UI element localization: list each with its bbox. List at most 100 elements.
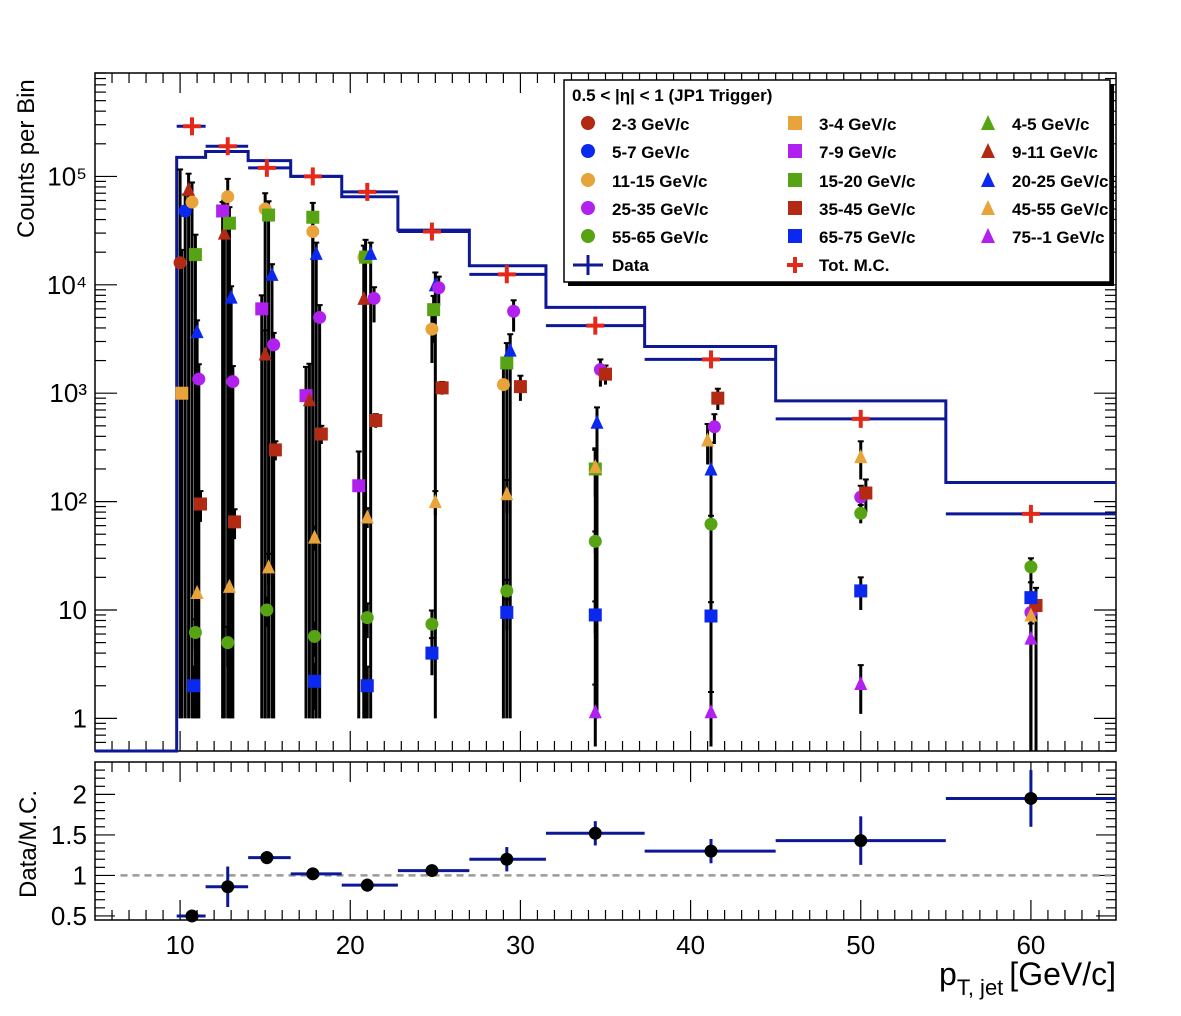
legend-label: 25-35 GeV/c <box>612 200 708 219</box>
data-point <box>314 427 328 441</box>
data-point <box>432 281 446 295</box>
data-point <box>221 636 235 650</box>
data-point <box>262 208 276 222</box>
data-point <box>1024 591 1038 605</box>
mc-components <box>173 168 1043 751</box>
legend-label: 75--1 GeV/c <box>1012 228 1105 247</box>
main-y-ticks: 1 10 10² 10³ 10⁴ 10⁵ <box>47 72 1116 752</box>
legend-entries: 2-3 GeV/c 3-4 GeV/c 4-5 GeV/c 5-7 GeV/c 7-9 … <box>573 115 1108 275</box>
data-point <box>707 420 721 434</box>
legend-marker <box>981 200 995 215</box>
y-tick-label: 10³ <box>49 378 87 408</box>
data-point <box>435 381 449 395</box>
data-point <box>507 304 521 318</box>
y-tick-label: 10⁴ <box>47 270 87 300</box>
data-point <box>425 617 439 631</box>
data-point <box>258 346 272 361</box>
ratio-y-tick-label: 1.5 <box>51 820 87 850</box>
data-point <box>302 392 316 407</box>
legend-label: 55-65 GeV/c <box>612 228 708 247</box>
x-axis-title-main: p <box>939 956 957 992</box>
ratio-point <box>704 844 718 858</box>
ratio-point <box>425 864 439 878</box>
x-tick-label: 20 <box>336 930 365 960</box>
data-point <box>859 486 873 500</box>
data-point <box>364 245 378 260</box>
data-point <box>194 497 208 511</box>
data-point <box>588 459 602 474</box>
ratio-y-ticks: 0.5 1 1.5 2 <box>51 769 1116 931</box>
data-histogram-line <box>95 149 1116 753</box>
y-tick-label: 10² <box>49 487 87 517</box>
data-point <box>187 679 201 693</box>
data-point <box>255 302 269 316</box>
legend-label: 5-7 GeV/c <box>612 143 690 162</box>
data-point <box>711 391 725 405</box>
data-point <box>217 225 231 240</box>
data-point <box>500 486 514 501</box>
legend-label: 15-20 GeV/c <box>819 172 915 191</box>
data-point <box>262 559 276 574</box>
legend-marker <box>981 143 995 158</box>
data-point <box>306 210 320 224</box>
ratio-point <box>306 867 320 881</box>
legend-label: 4-5 GeV/c <box>1012 115 1090 134</box>
data-point <box>313 310 327 324</box>
x-tick-label: 60 <box>1016 930 1045 960</box>
data-point <box>428 494 442 509</box>
data-point <box>178 204 192 218</box>
ratio-point <box>260 851 274 865</box>
data-point <box>268 443 282 457</box>
legend-marker <box>788 144 802 158</box>
data-point <box>224 289 238 304</box>
data-point <box>496 378 510 392</box>
legend-box-shadow-right <box>1110 84 1114 286</box>
data-point <box>425 322 439 336</box>
data-point <box>309 245 323 260</box>
data-point <box>854 584 868 598</box>
legend-marker <box>788 173 802 187</box>
legend-label: Data <box>612 256 649 275</box>
data-point <box>306 225 320 239</box>
main-panel: 1 10 10² 10³ 10⁴ 10⁵ Counts per Bin <box>13 72 1117 753</box>
data-point <box>188 625 202 639</box>
ratio-point <box>500 852 514 866</box>
y-tick-label: 10 <box>58 595 87 625</box>
data-point <box>308 529 322 544</box>
ratio-point <box>854 834 868 848</box>
data-point <box>352 479 366 493</box>
data-point <box>427 303 441 317</box>
data-point <box>854 449 868 464</box>
data-point <box>360 679 374 693</box>
legend-marker <box>581 173 595 187</box>
data-point <box>590 414 604 429</box>
data-point <box>588 704 602 719</box>
data-point <box>367 291 381 305</box>
data-point <box>704 704 718 719</box>
data-point <box>222 216 236 230</box>
data-point <box>369 413 383 427</box>
data-point <box>1024 630 1038 645</box>
x-axis-title-sub: T, jet <box>957 975 1003 1000</box>
legend-marker <box>788 229 802 243</box>
data-point <box>503 342 517 357</box>
data-point <box>260 603 274 617</box>
data-point <box>190 584 204 599</box>
legend-label: 9-11 GeV/c <box>1012 143 1098 162</box>
legend-label: 7-9 GeV/c <box>819 143 897 162</box>
legend-box-shadow-bottom <box>568 282 1114 286</box>
legend-marker <box>981 172 995 187</box>
data-point <box>500 356 514 370</box>
legend-label: 20-25 GeV/c <box>1012 172 1108 191</box>
data-point <box>701 432 715 447</box>
data-point <box>425 646 439 660</box>
data-point <box>182 181 196 196</box>
ratio-y-axis-title: Data/M.C. <box>15 790 42 898</box>
legend-label: 65-75 GeV/c <box>819 228 915 247</box>
x-tick-label: 40 <box>676 930 705 960</box>
data-point <box>228 515 242 529</box>
data-point <box>216 204 230 218</box>
legend-marker <box>581 229 595 243</box>
data-point <box>854 506 868 520</box>
